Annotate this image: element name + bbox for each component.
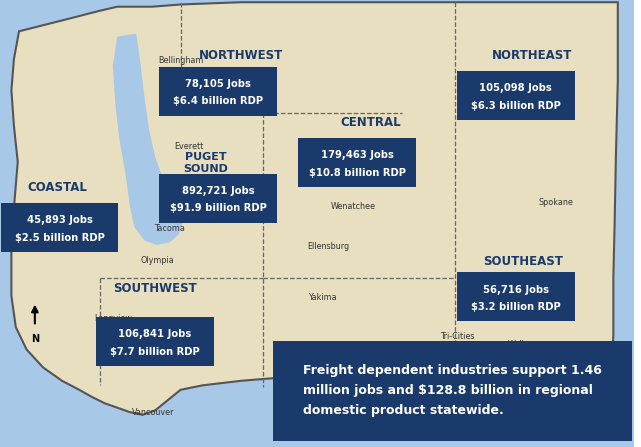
FancyBboxPatch shape bbox=[299, 138, 416, 187]
FancyBboxPatch shape bbox=[273, 341, 632, 441]
Text: $7.7 billion RDP: $7.7 billion RDP bbox=[110, 346, 199, 357]
FancyBboxPatch shape bbox=[159, 174, 277, 223]
Text: Tri-Cities: Tri-Cities bbox=[440, 332, 475, 341]
Text: Longview: Longview bbox=[94, 314, 131, 323]
Text: Bellingham: Bellingham bbox=[158, 56, 203, 65]
Text: Seattle: Seattle bbox=[158, 189, 187, 198]
Text: Olympia: Olympia bbox=[140, 256, 174, 265]
Polygon shape bbox=[113, 34, 183, 245]
Text: PUGET
SOUND: PUGET SOUND bbox=[183, 152, 228, 174]
Text: COASTAL: COASTAL bbox=[27, 181, 87, 194]
FancyBboxPatch shape bbox=[1, 203, 119, 252]
Text: NORTHWEST: NORTHWEST bbox=[199, 49, 283, 63]
Text: 179,463 Jobs: 179,463 Jobs bbox=[321, 150, 394, 160]
Text: SOUTHEAST: SOUTHEAST bbox=[483, 255, 563, 268]
FancyBboxPatch shape bbox=[457, 272, 575, 321]
Text: 105,098 Jobs: 105,098 Jobs bbox=[479, 83, 552, 93]
Text: 45,893 Jobs: 45,893 Jobs bbox=[27, 215, 92, 225]
Text: Spokane: Spokane bbox=[539, 198, 574, 207]
Text: Tacoma: Tacoma bbox=[154, 224, 185, 233]
Text: Freight dependent industries support 1.46
million jobs and $128.8 billion in reg: Freight dependent industries support 1.4… bbox=[303, 364, 602, 417]
Text: Walla
Walla: Walla Walla bbox=[508, 340, 529, 359]
FancyBboxPatch shape bbox=[96, 317, 213, 366]
Text: CENTRAL: CENTRAL bbox=[340, 116, 401, 130]
Text: $6.3 billion RDP: $6.3 billion RDP bbox=[471, 101, 561, 111]
Text: 56,716 Jobs: 56,716 Jobs bbox=[483, 284, 549, 295]
Text: Wenatchee: Wenatchee bbox=[331, 202, 376, 211]
Text: 106,841 Jobs: 106,841 Jobs bbox=[118, 329, 191, 339]
FancyBboxPatch shape bbox=[159, 67, 277, 116]
Text: Ellensburg: Ellensburg bbox=[307, 242, 349, 251]
Text: N: N bbox=[31, 334, 39, 344]
Text: 78,105 Jobs: 78,105 Jobs bbox=[185, 79, 251, 89]
Text: $3.2 billion RDP: $3.2 billion RDP bbox=[471, 302, 561, 312]
Text: 892,721 Jobs: 892,721 Jobs bbox=[181, 186, 254, 196]
Text: Everett: Everett bbox=[174, 142, 203, 151]
Text: $6.4 billion RDP: $6.4 billion RDP bbox=[173, 96, 263, 106]
Text: SOUTHWEST: SOUTHWEST bbox=[113, 282, 197, 295]
Text: Yakima: Yakima bbox=[308, 293, 336, 302]
Text: NORTHEAST: NORTHEAST bbox=[492, 49, 572, 63]
Text: $91.9 billion RDP: $91.9 billion RDP bbox=[169, 203, 267, 214]
Text: $10.8 billion RDP: $10.8 billion RDP bbox=[309, 168, 406, 178]
FancyBboxPatch shape bbox=[457, 71, 575, 120]
Text: Vancouver: Vancouver bbox=[132, 408, 174, 417]
Text: $2.5 billion RDP: $2.5 billion RDP bbox=[15, 232, 104, 243]
Polygon shape bbox=[12, 2, 618, 415]
